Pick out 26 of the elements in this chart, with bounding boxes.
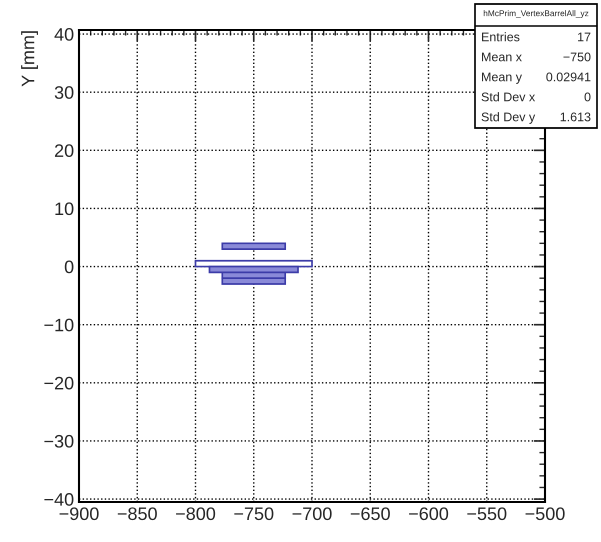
- y-tick-label: 10: [55, 202, 74, 216]
- x-tick-label: −800: [176, 507, 216, 520]
- x-tick-label: −550: [467, 507, 506, 520]
- x-tick-label: −700: [292, 507, 332, 520]
- y-tick-label: −40: [44, 493, 74, 506]
- x-tick-label: −500: [526, 507, 565, 520]
- y-tick-label: −20: [44, 376, 74, 390]
- x-tick-label: −750: [234, 507, 274, 520]
- text: Entries 17: [482, 32, 590, 42]
- y-axis-title: Y [mm]: [21, 31, 38, 86]
- x-tick-label: −900: [60, 507, 99, 520]
- x-tick-label: −850: [118, 507, 157, 520]
- y-tick-label: −30: [44, 434, 74, 448]
- text: Mean y 0.02941: [482, 72, 590, 84]
- x-tick-label: −600: [409, 507, 448, 520]
- y-tick-label: 0: [64, 260, 74, 274]
- text: Mean x −750: [482, 52, 591, 62]
- y-tick-label: 20: [54, 144, 74, 158]
- y-tick-label: 40: [54, 28, 74, 41]
- text: Std Dev y 1.613: [482, 112, 590, 124]
- bar: [221, 242, 286, 250]
- x-tick-label: −650: [350, 507, 390, 520]
- text: hMcPrim_VertexBarrelAll_yz: [484, 10, 588, 18]
- y-tick-label: 30: [54, 86, 74, 99]
- text: Std Dev x 0: [482, 92, 591, 102]
- y-tick-label: −10: [44, 318, 74, 332]
